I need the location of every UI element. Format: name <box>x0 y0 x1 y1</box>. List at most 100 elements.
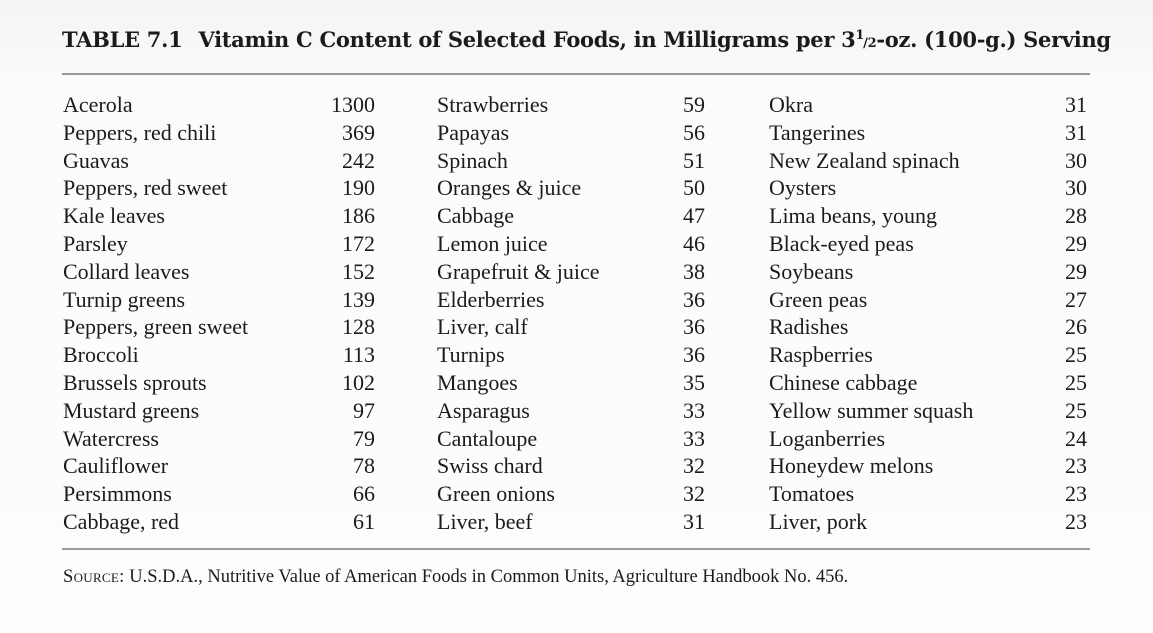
table-row: Okra 31 <box>769 91 1087 119</box>
table-row: New Zealand spinach 30 <box>769 147 1087 175</box>
food-name: Acerola <box>63 92 133 117</box>
fraction-denominator: /2 <box>863 36 877 51</box>
vitamin-c-value: 31 <box>1065 119 1087 145</box>
vitamin-c-value: 31 <box>1065 92 1087 117</box>
table-row: Turnip greens 139 <box>63 286 375 314</box>
vitamin-c-value: 78 <box>353 453 375 479</box>
food-name: Mangoes <box>437 369 518 395</box>
table-row: Tomatoes 23 <box>769 480 1087 508</box>
table-row: Honeydew melons 23 <box>769 452 1087 480</box>
food-name: Turnip greens <box>63 286 186 312</box>
vitamin-c-value: 172 <box>342 230 375 256</box>
table-column-2: Strawberries 59 Papayas 56 Spinach 51 Oranges … <box>437 91 705 536</box>
table-row: Green onions 32 <box>437 480 705 508</box>
food-name: Honeydew melons <box>769 453 934 479</box>
table-row: Liver, beef 31 <box>437 508 705 536</box>
food-name: Lima beans, young <box>769 203 938 229</box>
food-name: Peppers, green sweet <box>63 314 249 340</box>
vitamin-c-value: 32 <box>683 453 705 479</box>
food-name: Oysters <box>769 175 837 201</box>
food-name: Soybeans <box>769 258 854 284</box>
table-row: Chinese cabbage 25 <box>769 369 1087 397</box>
table-row: Cauliflower 78 <box>63 452 375 480</box>
vitamin-c-value: 79 <box>353 425 375 451</box>
vitamin-c-value: 61 <box>353 508 375 534</box>
table-row: Peppers, green sweet 128 <box>63 313 375 341</box>
vitamin-c-value: 152 <box>342 258 375 284</box>
table-row: Oysters 30 <box>769 174 1087 202</box>
vitamin-c-value: 36 <box>683 342 705 368</box>
food-name: Tangerines <box>769 119 866 145</box>
table-row: Yellow summer squash 25 <box>769 397 1087 425</box>
vitamin-c-value: 97 <box>353 397 375 423</box>
table-row: Mustard greens 97 <box>63 397 375 425</box>
food-name: Mustard greens <box>63 397 200 423</box>
food-name: Liver, calf <box>437 314 528 340</box>
table-row: Liver, pork 23 <box>769 508 1087 536</box>
bottom-rule <box>62 548 1090 550</box>
food-name: Okra <box>769 92 813 117</box>
table-row: Green peas 27 <box>769 286 1087 314</box>
vitamin-c-value: 30 <box>1065 147 1087 173</box>
vitamin-c-value: 30 <box>1065 175 1087 201</box>
vitamin-c-value: 33 <box>683 397 705 423</box>
table-row: Kale leaves 186 <box>63 202 375 230</box>
food-name: Green peas <box>769 286 868 312</box>
food-name: Parsley <box>63 230 128 256</box>
top-rule <box>62 73 1090 75</box>
vitamin-c-value: 139 <box>342 286 375 312</box>
vitamin-c-value: 66 <box>353 481 375 507</box>
food-name: Lemon juice <box>437 230 548 256</box>
table-row: Mangoes 35 <box>437 369 705 397</box>
vitamin-c-value: 25 <box>1065 369 1087 395</box>
table-row: Cantaloupe 33 <box>437 425 705 453</box>
vitamin-c-value: 32 <box>683 481 705 507</box>
vitamin-c-value: 35 <box>683 369 705 395</box>
table-row: Acerola 1300 <box>63 91 375 119</box>
source-text: U.S.D.A., Nutritive Value of American Fo… <box>129 567 849 587</box>
vitamin-c-value: 25 <box>1065 342 1087 368</box>
food-name: Guavas <box>63 147 129 173</box>
table-row: Asparagus 33 <box>437 397 705 425</box>
table-row: Collard leaves 152 <box>63 258 375 286</box>
table-title-text: Vitamin C Content of Selected Foods, in … <box>198 27 1111 52</box>
table-row: Cabbage, red 61 <box>63 508 375 536</box>
food-name: Chinese cabbage <box>769 369 918 395</box>
table-row: Loganberries 24 <box>769 425 1087 453</box>
food-name: Radishes <box>769 314 849 340</box>
food-name: Kale leaves <box>63 203 165 229</box>
vitamin-c-value: 46 <box>683 230 705 256</box>
table-row: Guavas 242 <box>63 147 375 175</box>
vitamin-c-value: 24 <box>1065 425 1087 451</box>
table-row: Papayas 56 <box>437 119 705 147</box>
food-name: Cabbage, red <box>63 508 180 534</box>
source-label: Source: <box>63 567 125 587</box>
food-name: Black-eyed peas <box>769 230 914 256</box>
table-row: Grapefruit & juice 38 <box>437 258 705 286</box>
vitamin-c-value: 26 <box>1065 314 1087 340</box>
vitamin-c-value: 51 <box>683 147 705 173</box>
food-name: Loganberries <box>769 425 886 451</box>
table-row: Lima beans, young 28 <box>769 202 1087 230</box>
table-row: Broccoli 113 <box>63 341 375 369</box>
food-name: Cabbage <box>437 203 514 229</box>
vitamin-c-value: 31 <box>683 508 705 534</box>
table-row: Cabbage 47 <box>437 202 705 230</box>
food-name: Cantaloupe <box>437 425 538 451</box>
food-name: Asparagus <box>437 397 530 423</box>
vitamin-c-value: 29 <box>1065 230 1087 256</box>
food-name: Watercress <box>63 425 159 451</box>
vitamin-c-value: 128 <box>342 314 375 340</box>
food-name: Raspberries <box>769 342 873 368</box>
vitamin-c-value: 29 <box>1065 258 1087 284</box>
food-name: Tomatoes <box>769 481 855 507</box>
table-row: Peppers, red chili 369 <box>63 119 375 147</box>
table-column-3: Okra 31 Tangerines 31 New Zealand spinach 30 O… <box>769 91 1087 536</box>
table-row: Spinach 51 <box>437 147 705 175</box>
food-name: Persimmons <box>63 481 172 507</box>
table-row: Persimmons 66 <box>63 480 375 508</box>
vitamin-c-value: 28 <box>1065 203 1087 229</box>
food-name: Green onions <box>437 481 555 507</box>
vitamin-c-value: 23 <box>1065 481 1087 507</box>
food-name: Swiss chard <box>437 453 543 479</box>
